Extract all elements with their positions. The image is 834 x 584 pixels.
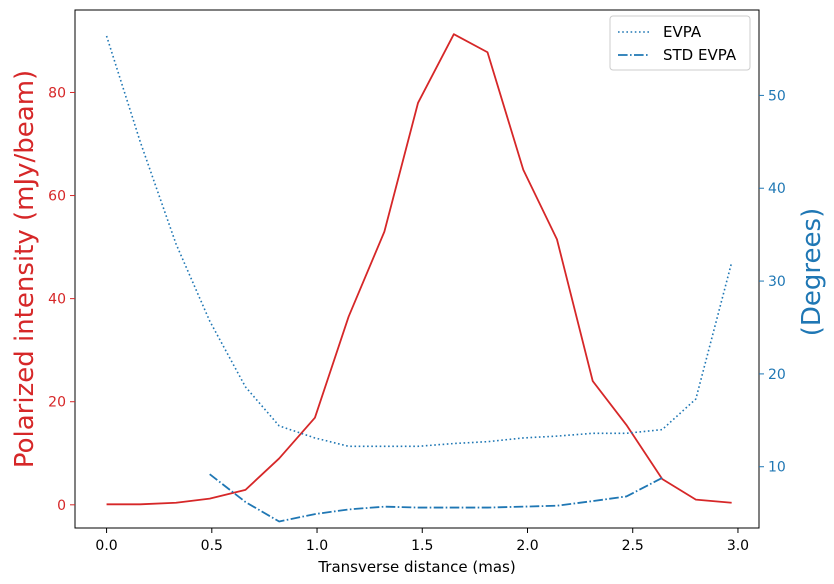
plot-frame <box>74 9 760 529</box>
y-left-axis-label: Polarized intensity (mJy/beam) <box>10 70 40 468</box>
plot-lines <box>105 33 733 523</box>
x-tick-label: 3.0 <box>727 538 749 554</box>
y-right-tick-label: 50 <box>768 88 786 104</box>
y-left-tick-label: 80 <box>48 85 66 101</box>
series-line-polarized-intensity <box>106 33 732 506</box>
y-left-tick-label: 20 <box>48 395 66 411</box>
series-line-std-evpa <box>209 473 663 523</box>
y-right-axis-ticks: 10 20 30 40 50 <box>759 88 786 476</box>
y-left-axis-ticks: 0 20 40 60 80 <box>48 85 75 514</box>
y-right-tick-label: 30 <box>768 274 786 290</box>
x-tick-label: 0.0 <box>95 538 117 554</box>
series-line-evpa <box>105 35 733 448</box>
x-tick-label: 1.0 <box>306 538 328 554</box>
y-right-axis-label: (Degrees) <box>797 208 827 336</box>
y-left-tick-label: 60 <box>48 189 66 205</box>
y-left-tick-label: 0 <box>57 498 66 514</box>
x-tick-label: 0.5 <box>201 538 223 554</box>
x-tick-label: 1.5 <box>411 538 433 554</box>
y-right-tick-label: 40 <box>768 181 786 197</box>
y-right-tick-label: 10 <box>768 460 786 476</box>
legend-box <box>609 15 751 71</box>
y-right-tick-label: 20 <box>768 367 786 383</box>
legend-std-evpa-label: STD EVPA <box>663 46 737 64</box>
x-axis-label: Transverse distance (mas) <box>317 558 515 576</box>
legend-evpa-label: EVPA <box>663 23 702 41</box>
x-tick-label: 2.0 <box>516 538 538 554</box>
x-tick-label: 2.5 <box>622 538 644 554</box>
legend: EVPA STD EVPA <box>609 15 751 71</box>
y-left-tick-label: 40 <box>48 292 66 308</box>
x-axis-ticks: 0.0 0.5 1.0 1.5 2.0 2.5 3.0 <box>95 528 749 554</box>
